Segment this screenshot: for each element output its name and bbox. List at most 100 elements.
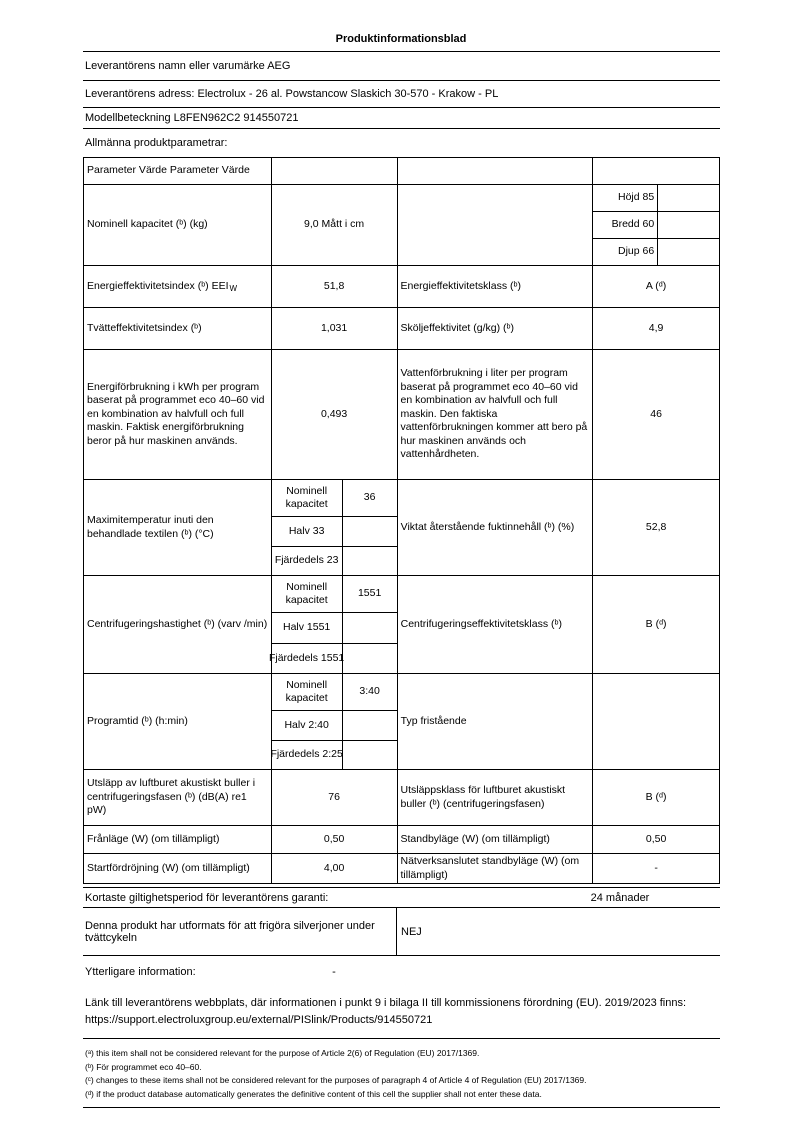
empty-cell <box>657 185 719 211</box>
additional-info-row: Ytterligare information: - <box>83 962 720 982</box>
load-subtable: Nominell kapacitet 1551 Halv 1551 Fjärde… <box>268 576 398 673</box>
param-value: 4,9 <box>593 308 720 349</box>
footnote-c: (ᶜ) changes to these items shall not be … <box>85 1075 587 1085</box>
sub-label: Fjärdedels 1551 <box>268 651 345 664</box>
additional-info-value: - <box>332 966 336 978</box>
header-cell: Parameter Värde Parameter Värde <box>84 158 272 184</box>
param-value: 1,031 <box>272 308 398 349</box>
param-value: B (ᵈ) <box>593 770 720 825</box>
dimension-row: Djup 66 <box>593 239 719 265</box>
silver-ions-label: Denna produkt har utformats för att frig… <box>83 908 397 955</box>
subtable-row: Fjärdedels 1551 <box>268 643 397 673</box>
row-spin-speed: Centrifugeringshastighet (ᵇ) (varv /min)… <box>84 576 720 674</box>
dimension-depth: Djup 66 <box>618 245 655 258</box>
row-delay-start: Startfördröjning (W) (om tillämpligt) 4,… <box>84 854 720 884</box>
sub-label: Nominell kapacitet <box>285 678 328 704</box>
silver-ions-value: NEJ <box>401 925 422 938</box>
param-label: Standbyläge (W) (om tillämpligt) <box>398 826 594 853</box>
subtable-row: Fjärdedels 2:25 <box>270 740 397 769</box>
param-label: Centrifugeringshastighet (ᵇ) (varv /min) <box>84 576 272 673</box>
param-label: Energieffektivitetsklass (ᵇ) <box>398 266 594 307</box>
param-value: 46 <box>593 350 720 479</box>
sub-label: Halv 33 <box>288 524 325 537</box>
sub-value <box>341 711 397 740</box>
param-value: 51,8 <box>272 266 398 307</box>
guarantee-label: Kortaste giltighetsperiod för leverantör… <box>85 891 329 904</box>
sub-value <box>341 546 397 575</box>
subscript-w: W <box>229 284 238 294</box>
param-value <box>593 674 720 769</box>
sub-value <box>341 643 397 673</box>
param-value: 0,493 <box>272 350 398 479</box>
additional-info-label: Ytterligare information: <box>85 966 196 978</box>
subtable-row: Halv 33 <box>271 517 397 547</box>
load-subtable: Nominell kapacitet 36 Halv 33 Fjärdedels… <box>271 480 398 575</box>
label-text: Energieffektivitetsindex (ᵇ) EEI <box>87 279 229 292</box>
sub-label: Nominell kapacitet <box>285 484 328 510</box>
param-value: A (ᵈ) <box>593 266 720 307</box>
dimension-height: Höjd 85 <box>618 191 655 204</box>
param-label: Energiförbrukning i kWh per program base… <box>84 350 272 479</box>
page-title: Produktinformationsblad <box>335 33 467 45</box>
sub-value: 3:40 <box>341 674 397 710</box>
footnote-a: (ᵃ) this item shall not be considered re… <box>85 1048 480 1058</box>
param-label: Viktat återstående fuktinnehåll (ᵇ) (%) <box>398 480 594 575</box>
param-label: Vattenförbrukning i liter per program ba… <box>398 350 594 479</box>
param-value: 52,8 <box>593 480 720 575</box>
param-label: Programtid (ᵇ) (h:min) <box>84 674 272 769</box>
subtable-row: Nominell kapacitet 3:40 <box>271 674 397 711</box>
subtable-row: Halv 1551 <box>271 613 397 644</box>
header-cell-empty <box>398 158 594 184</box>
supplier-address-row: Leverantörens adress: Electrolux - 26 al… <box>83 81 720 108</box>
header-cell-empty <box>272 158 398 184</box>
subtable-row: Halv 2:40 <box>271 711 397 741</box>
param-label: Maximitemperatur inuti den behandlade te… <box>84 480 272 575</box>
row-nominal-capacity: Nominell kapacitet (ᵇ) (kg) 9,0 Mått i c… <box>84 185 720 266</box>
row-energy-water-consumption: Energiförbrukning i kWh per program base… <box>84 350 720 480</box>
param-value: 0,50 <box>593 826 720 853</box>
row-programme-duration: Programtid (ᵇ) (h:min) Nominell kapacite… <box>84 674 720 770</box>
row-washing-efficiency: Tvätteffektivitetsindex (ᵇ) 1,031 Skölje… <box>84 308 720 350</box>
dimension-row: Höjd 85 <box>593 185 719 212</box>
param-label: Utsläpp av luftburet akustiskt buller i … <box>84 770 272 825</box>
footnote-d: (ᵈ) if the product database automaticall… <box>85 1088 542 1099</box>
param-value: 4,00 <box>272 854 398 883</box>
sub-label: Nominell kapacitet <box>285 580 328 606</box>
param-label: Nominell kapacitet (ᵇ) (kg) <box>84 185 272 265</box>
supplier-info-block: Leverantörens namn eller varumärke AEG L… <box>83 51 720 129</box>
param-value: 76 <box>272 770 398 825</box>
sub-value <box>341 517 397 546</box>
sub-label: Halv 1551 <box>282 621 331 634</box>
empty-cell <box>398 185 594 265</box>
empty-cell <box>657 239 719 265</box>
subtable-row: Fjärdedels 23 <box>272 546 397 575</box>
model-identifier-row: Modellbeteckning L8FEN962C2 914550721 <box>83 108 720 129</box>
sub-value <box>341 613 397 643</box>
param-label: Typ fristående <box>398 674 594 769</box>
footnote-b: (ᵇ) För programmet eco 40–60. <box>85 1061 202 1072</box>
sub-label: Halv 2:40 <box>284 718 329 731</box>
sub-label: Fjärdedels 2:25 <box>270 748 343 761</box>
general-parameters-label: Allmänna produktparametrar: <box>85 137 228 149</box>
guarantee-row: Kortaste giltighetsperiod för leverantör… <box>83 887 720 908</box>
header-cell-empty <box>593 158 720 184</box>
subtable-row: Nominell kapacitet 1551 <box>271 576 397 613</box>
param-value: 0,50 <box>272 826 398 853</box>
supplier-website-block: Länk till leverantörens webbplats, där i… <box>83 995 720 1029</box>
sub-value: 36 <box>341 480 397 516</box>
param-label: Sköljeffektivitet (g/kg) (ᵇ) <box>398 308 594 349</box>
param-value: 9,0 Mått i cm <box>272 185 398 265</box>
silver-ions-row: Denna produkt har utformats för att frig… <box>83 908 720 956</box>
guarantee-value: 24 månader <box>590 891 650 904</box>
empty-cell <box>657 212 719 238</box>
subtable-row: Nominell kapacitet 36 <box>271 480 397 517</box>
table-header-row: Parameter Värde Parameter Värde <box>84 158 720 185</box>
param-label: Centrifugeringseffektivitetsklass (ᵇ) <box>398 576 594 673</box>
param-value: B (ᵈ) <box>593 576 720 673</box>
supplier-website-link[interactable]: https://support.electroluxgroup.eu/exter… <box>85 1014 433 1026</box>
dimension-width: Bredd 60 <box>611 218 655 231</box>
parameters-table: Parameter Värde Parameter Värde Nominell… <box>83 157 720 884</box>
param-label: Tvätteffektivitetsindex (ᵇ) <box>84 308 272 349</box>
supplier-website-text: Länk till leverantörens webbplats, där i… <box>85 997 687 1009</box>
